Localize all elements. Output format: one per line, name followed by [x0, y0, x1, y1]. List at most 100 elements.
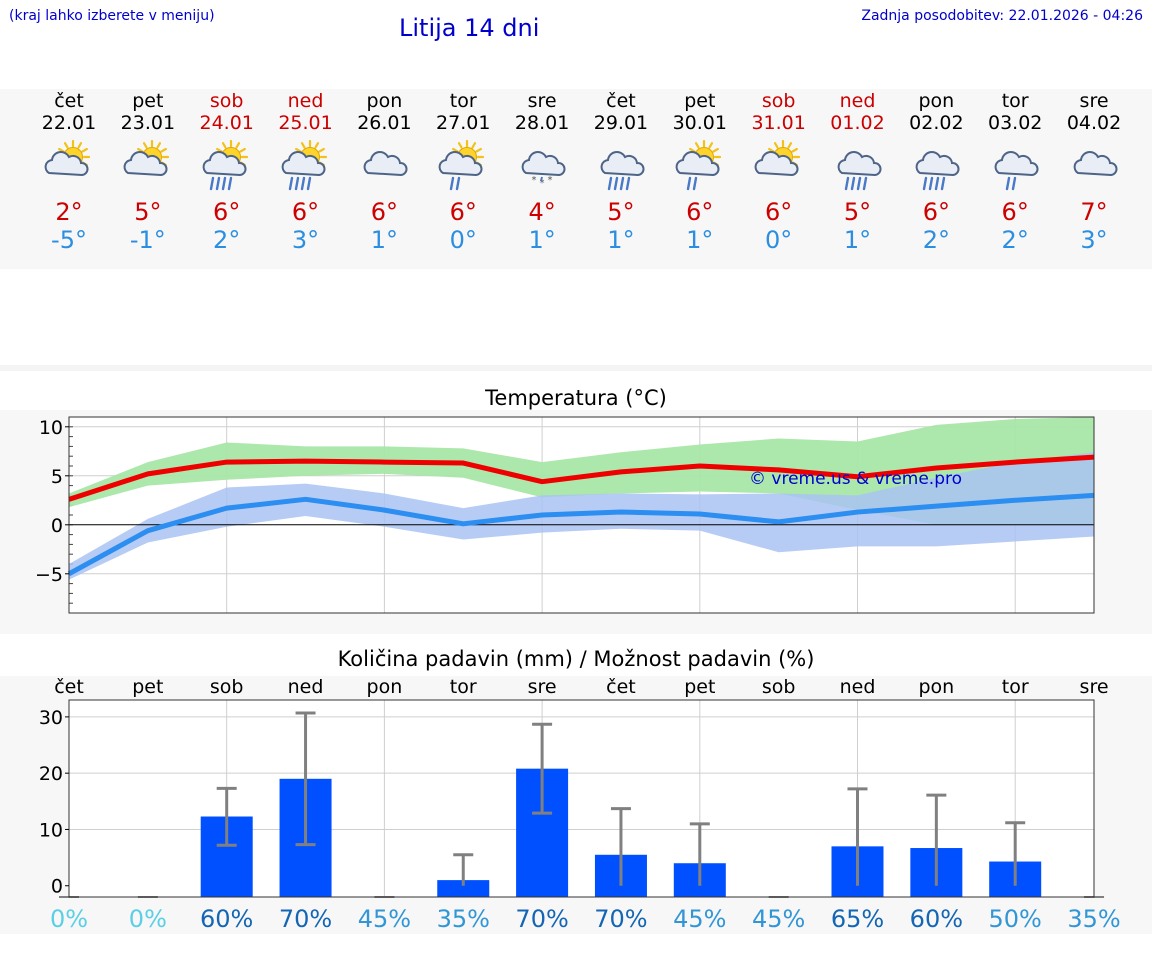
day-date: 01.02	[830, 112, 885, 134]
cloud-shape	[438, 151, 483, 191]
min-temperature: -5°	[51, 226, 87, 254]
svg-text:*: *	[548, 175, 553, 186]
day-date: 31.01	[751, 112, 806, 134]
max-temperature-line	[68, 454, 1095, 502]
day-date: 27.01	[436, 112, 491, 134]
max-temperature: 6°	[686, 198, 714, 226]
page-title: Litija 14 dni	[399, 14, 540, 42]
min-temperature: -1°	[129, 226, 166, 254]
day-date: 29.01	[593, 112, 649, 134]
cloud-shape	[281, 151, 326, 191]
cloudy-rain-icon	[908, 139, 964, 195]
max-temperature: 5°	[134, 198, 162, 226]
max-temperature: 6°	[449, 198, 477, 226]
day-date: 02.02	[909, 112, 964, 134]
precipitation-chart-title: Količina padavin (mm) / Možnost padavin …	[337, 647, 815, 671]
max-temperature: 6°	[370, 198, 399, 226]
cloud-shape	[363, 151, 408, 177]
last-update: Zadnja posodobitev: 22.01.2026 - 04:26	[861, 8, 1143, 24]
day-date: 25.01	[278, 112, 333, 134]
day-name: čet	[606, 90, 636, 112]
max-temperature: 6°	[291, 198, 320, 226]
day-name: ned	[287, 90, 324, 112]
cloud-shape	[675, 151, 720, 191]
cloud-shape	[837, 151, 881, 191]
min-temperature: 2°	[922, 226, 950, 254]
max-temperature: 5°	[607, 198, 635, 226]
temperature-chart-title: Temperatura (°C)	[485, 386, 667, 410]
min-temperature: 0°	[449, 226, 477, 254]
day-date: 26.01	[357, 112, 412, 134]
max-temperature: 2°	[55, 198, 83, 226]
cloudy-rain-icon	[830, 139, 886, 195]
y-tick-label: 5	[51, 466, 63, 488]
cloudy-icon	[356, 139, 412, 195]
min-temperature: 1°	[686, 226, 714, 254]
cloudy-light-rain-icon	[987, 139, 1043, 195]
day-name: pet	[684, 90, 716, 112]
plot-frame	[68, 416, 1095, 614]
min-temperature: 2°	[213, 226, 241, 254]
day-date: 04.02	[1066, 112, 1122, 134]
day-date: 30.01	[672, 112, 727, 134]
day-date: 23.01	[120, 112, 176, 134]
day-name: sre	[527, 90, 557, 112]
day-date: 03.02	[987, 112, 1043, 134]
cloud-shape	[1073, 151, 1118, 177]
cloud-shape	[44, 151, 89, 177]
min-temperature-line	[67, 492, 1095, 576]
partly-cloudy-icon	[41, 139, 97, 195]
partly-cloudy-rain-icon	[199, 139, 255, 195]
min-temperature: 1°	[843, 226, 872, 254]
cloud-shape	[202, 151, 247, 191]
min-temperature: 2°	[1001, 226, 1029, 254]
cloud-shape	[994, 151, 1039, 191]
partly-cloudy-icon	[751, 139, 807, 195]
day-name: čet	[54, 90, 84, 112]
divider	[0, 365, 1152, 371]
max-temperature: 4°	[528, 198, 556, 226]
max-temperature: 5°	[843, 198, 872, 226]
y-tick-label: 10	[39, 417, 63, 439]
day-name: pet	[132, 90, 164, 112]
max-temperature: 6°	[1001, 198, 1029, 226]
partly-cloudy-light-rain-icon	[672, 139, 728, 195]
max-temperature: 6°	[213, 198, 241, 226]
day-name: tor	[449, 90, 477, 112]
svg-text:*: *	[532, 175, 537, 186]
region-hint[interactable]: (kraj lahko izberete v meniju)	[9, 8, 215, 24]
cloudy-rain-icon	[593, 139, 649, 195]
min-temperature: 1°	[528, 226, 556, 254]
watermark: © vreme.us & vreme.pro	[749, 469, 962, 489]
cloud-shape	[754, 151, 799, 177]
partly-cloudy-light-rain-icon	[435, 139, 491, 195]
cloud-shape	[915, 151, 960, 191]
day-name: ned	[839, 90, 876, 112]
day-name: pon	[918, 90, 955, 112]
day-name: pon	[366, 90, 403, 112]
min-temperature: 3°	[1080, 226, 1108, 254]
max-temperature: 7°	[1080, 198, 1108, 226]
day-date: 28.01	[514, 112, 570, 134]
cloudy-icon	[1066, 139, 1122, 195]
cloud-shape: * * *	[521, 151, 566, 189]
min-temperature: 1°	[370, 226, 399, 254]
day-name: sob	[209, 90, 244, 112]
day-name: tor	[1001, 90, 1029, 112]
cloud-shape	[600, 151, 645, 191]
day-date: 24.01	[199, 112, 254, 134]
max-temperature: 6°	[922, 198, 950, 226]
cloud-shape	[123, 151, 168, 177]
min-temperature: 1°	[607, 226, 635, 254]
partly-cloudy-rain-icon	[278, 139, 334, 195]
cloudy-snow-icon: * * *	[514, 139, 570, 195]
y-tick-label: 0	[51, 515, 63, 537]
min-temperature: 3°	[291, 226, 320, 254]
day-name: sre	[1079, 90, 1109, 112]
min-temperature: 0°	[765, 226, 793, 254]
day-forecast-strip: čet 22.01 2° -5° pet 23.01 5° -1° sob 24.01 6° 2° ne…	[0, 89, 1152, 269]
partly-cloudy-icon	[120, 139, 176, 195]
day-date: 22.01	[41, 112, 97, 134]
day-name: sob	[761, 90, 796, 112]
